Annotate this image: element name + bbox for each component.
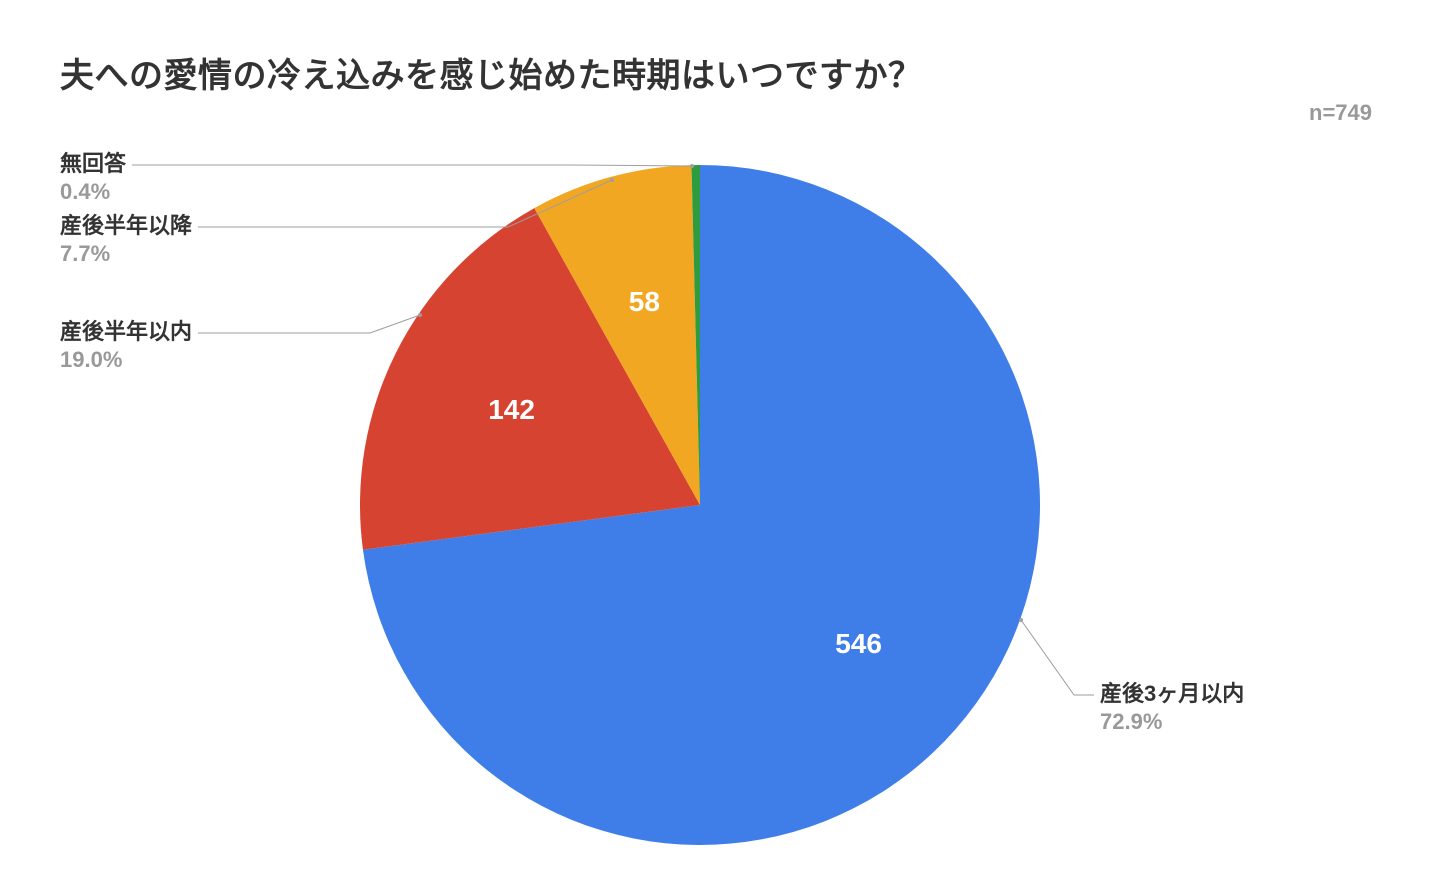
callout-category: 産後3ヶ月以内 [1100,680,1244,708]
pie-svg [0,0,1432,892]
callout-label: 産後半年以降7.7% [60,212,192,267]
leader-dot [610,178,614,182]
callout-percent: 7.7% [60,240,192,268]
callout-label: 産後半年以内19.0% [60,318,192,373]
callout-label: 無回答0.4% [60,150,126,205]
callout-category: 産後半年以降 [60,212,192,240]
leader-line [132,165,692,166]
callout-category: 無回答 [60,150,126,178]
leader-line [198,315,420,333]
leader-dot [1019,618,1023,622]
chart-frame: 夫への愛情の冷え込みを感じ始めた時期はいつですか？ n=749 54614258… [0,0,1432,892]
leader-dot [690,164,694,168]
leader-dot [418,313,422,317]
slice-value-label: 142 [488,394,535,426]
leader-line [1021,620,1094,695]
pie-chart: 546 142 58 無回答0.4% 産後半年以降7.7% 産後半年以内19.0% 産後3ヶ… [0,0,1432,892]
callout-percent: 0.4% [60,178,126,206]
callout-label: 産後3ヶ月以内72.9% [1100,680,1244,735]
slice-value-label: 58 [629,286,660,318]
callout-percent: 19.0% [60,346,192,374]
callout-percent: 72.9% [1100,708,1244,736]
callout-category: 産後半年以内 [60,318,192,346]
slice-value-label: 546 [835,628,882,660]
